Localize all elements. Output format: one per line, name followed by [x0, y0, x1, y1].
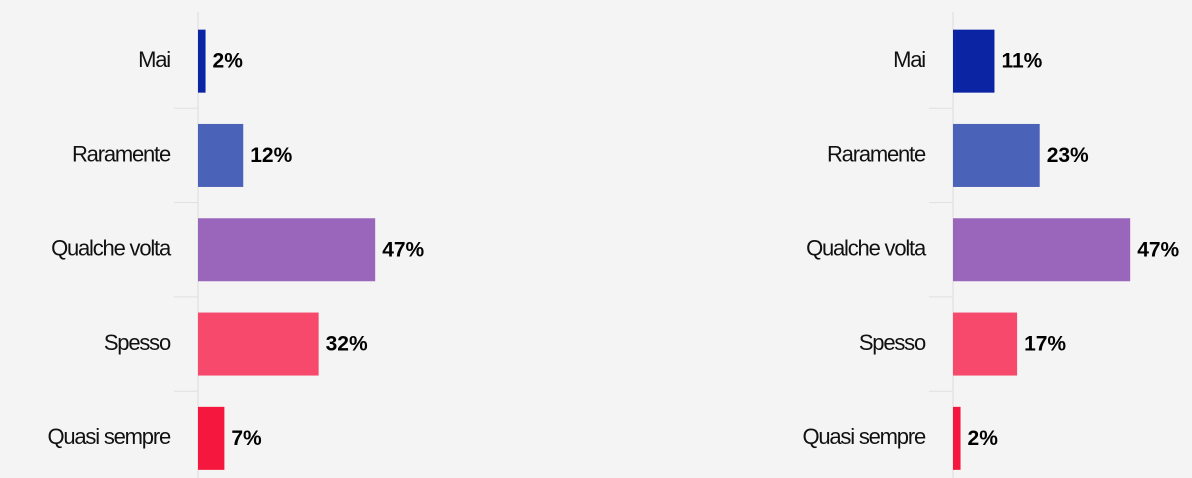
bar [953, 123, 1040, 187]
bar [198, 123, 244, 187]
category-label: Qualche volta [806, 236, 927, 261]
bar [198, 406, 225, 470]
category-label: Raramente [72, 141, 171, 166]
value-label: 11% [1001, 50, 1042, 73]
category-label: Raramente [827, 141, 926, 166]
bar [198, 218, 376, 282]
value-label: 7% [231, 427, 262, 450]
value-label: 2% [968, 427, 999, 450]
category-label: Spesso [859, 330, 926, 355]
value-label: 2% [213, 50, 244, 73]
bar [953, 312, 1018, 376]
bar [198, 29, 206, 93]
category-label: Quasi sempre [802, 424, 926, 449]
value-label: 47% [1137, 238, 1179, 261]
value-label: 17% [1024, 333, 1066, 356]
bar [198, 312, 319, 376]
category-label: Quasi sempre [47, 424, 171, 449]
category-label: Qualche volta [51, 236, 172, 261]
bar [953, 29, 995, 93]
bar [953, 406, 961, 470]
category-label: Mai [893, 47, 925, 72]
value-label: 47% [382, 238, 424, 261]
value-label: 23% [1047, 144, 1089, 167]
category-label: Mai [138, 47, 170, 72]
value-label: 12% [250, 144, 292, 167]
value-label: 32% [326, 333, 368, 356]
bar [953, 218, 1131, 282]
category-label: Spesso [104, 330, 171, 355]
